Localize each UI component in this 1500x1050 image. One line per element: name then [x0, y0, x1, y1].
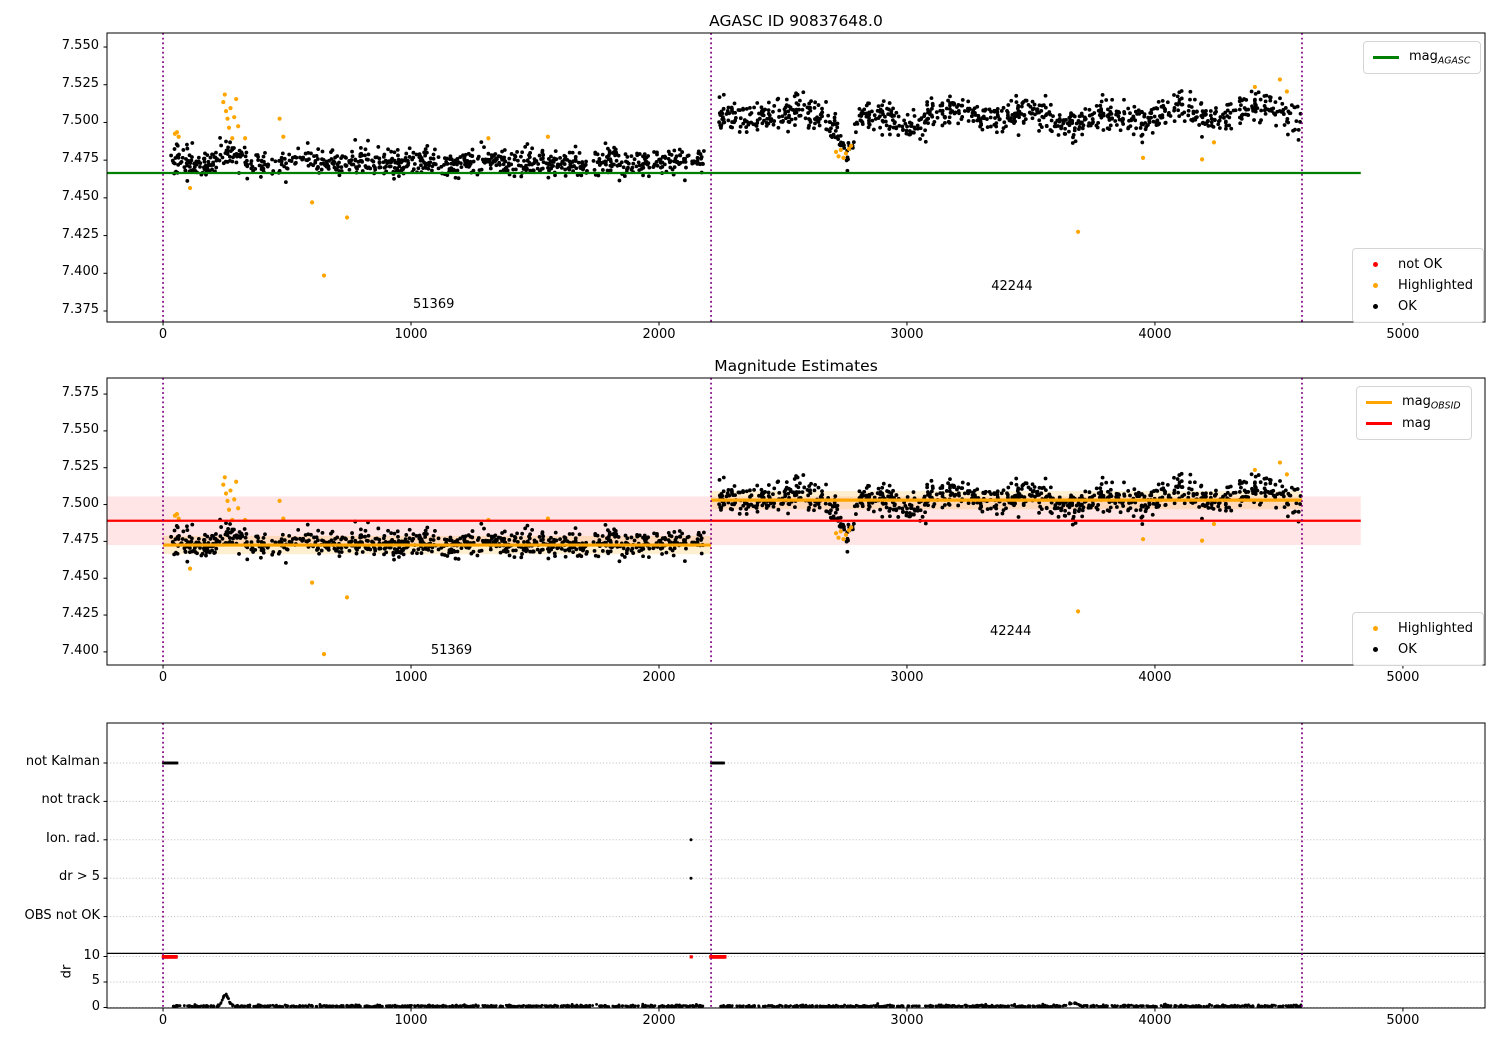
legend-label: OK	[1398, 299, 1417, 314]
y-tick-label: 7.500	[61, 495, 99, 511]
legend-row: magAGASC	[1372, 47, 1470, 68]
legend-label: magAGASC	[1409, 48, 1471, 67]
line-swatch-icon	[1372, 56, 1400, 59]
legend-mag-agasc: magAGASC	[1363, 41, 1482, 74]
legend-row: OK	[1361, 296, 1473, 317]
y-tick-label: 7.400	[61, 264, 99, 280]
y-tick-label: 7.425	[61, 226, 99, 242]
y-tick-label: 7.425	[61, 606, 99, 622]
dr-tick-label: 0	[91, 998, 100, 1014]
y-tick-label: 7.550	[61, 421, 99, 437]
x-tick-label: 3000	[890, 327, 924, 342]
flag-category-label: dr > 5	[58, 869, 100, 885]
legend-row: not OK	[1361, 254, 1473, 275]
x-tick-label: 3000	[890, 1013, 924, 1028]
legend-row: magOBSID	[1365, 392, 1461, 413]
x-tick-label: 0	[158, 670, 168, 685]
y-tick-label: 7.450	[61, 569, 99, 585]
x-tick-label: 5000	[1386, 327, 1420, 342]
x-tick-label: 4000	[1138, 670, 1172, 685]
dot-swatch-icon	[1361, 626, 1389, 631]
plot2-title: Magnitude Estimates	[714, 357, 878, 375]
dr-tick-label: 10	[83, 947, 100, 963]
y-tick-label: 7.400	[61, 642, 99, 658]
y-tick-label: 7.575	[61, 385, 99, 401]
x-tick-label: 5000	[1386, 670, 1420, 685]
x-tick-label: 2000	[642, 1013, 676, 1028]
line-swatch-icon	[1365, 422, 1393, 425]
flag-category-label: not Kalman	[25, 754, 100, 769]
y-tick-label: 7.525	[61, 458, 99, 474]
flag-category-label: Ion. rad.	[46, 830, 100, 846]
x-tick-label: 0	[158, 327, 168, 342]
dot-swatch-icon	[1361, 283, 1389, 288]
legend-label: not OK	[1398, 257, 1443, 272]
y-tick-label: 7.475	[61, 151, 99, 167]
obsid-annotation: 42244	[990, 623, 1032, 639]
obsid-annotation: 51369	[430, 642, 473, 658]
x-tick-label: 0	[158, 1013, 168, 1028]
x-tick-label: 2000	[642, 670, 676, 685]
plot1-title: AGASC ID 90837648.0	[709, 12, 883, 30]
x-tick-label: 1000	[394, 670, 428, 685]
x-tick-label: 1000	[394, 327, 428, 342]
legend-row: Highlighted	[1361, 618, 1473, 639]
legend-label: Highlighted	[1398, 278, 1473, 293]
dot-swatch-icon	[1361, 304, 1389, 309]
obsid-annotation: 42244	[991, 279, 1033, 295]
x-tick-label: 4000	[1138, 327, 1172, 342]
legend-row: OK	[1361, 639, 1473, 660]
y-tick-label: 7.550	[61, 38, 99, 54]
legend-mag-obsid: magOBSID mag	[1356, 386, 1472, 440]
x-tick-label: 1000	[394, 1013, 428, 1028]
x-tick-label: 3000	[890, 670, 924, 685]
line-swatch-icon	[1365, 401, 1393, 404]
dot-swatch-icon	[1361, 647, 1389, 652]
obsid-annotation: 51369	[413, 297, 455, 313]
legend-plot2-points: Highlighted OK	[1352, 612, 1484, 666]
flag-category-label: OBS not OK	[24, 907, 101, 923]
legend-row: Highlighted	[1361, 275, 1473, 296]
y-tick-label: 7.450	[61, 188, 99, 204]
legend-label: OK	[1398, 642, 1417, 657]
y-tick-label: 7.375	[61, 301, 99, 317]
legend-label: magOBSID	[1402, 393, 1461, 412]
y-tick-label: 7.525	[61, 75, 99, 91]
y-tick-label: 7.500	[61, 113, 99, 129]
dot-swatch-icon	[1361, 262, 1389, 267]
y-tick-label: 7.475	[61, 532, 99, 548]
legend-plot1-points: not OK Highlighted OK	[1352, 248, 1484, 323]
legend-label: Highlighted	[1398, 621, 1473, 636]
x-tick-label: 4000	[1138, 1013, 1172, 1028]
legend-label: mag	[1402, 416, 1431, 431]
x-tick-label: 2000	[642, 327, 676, 342]
flag-category-label: not track	[41, 792, 100, 808]
x-tick-label: 5000	[1386, 1013, 1420, 1028]
dr-tick-label: 5	[91, 973, 100, 988]
legend-row: mag	[1365, 413, 1461, 434]
